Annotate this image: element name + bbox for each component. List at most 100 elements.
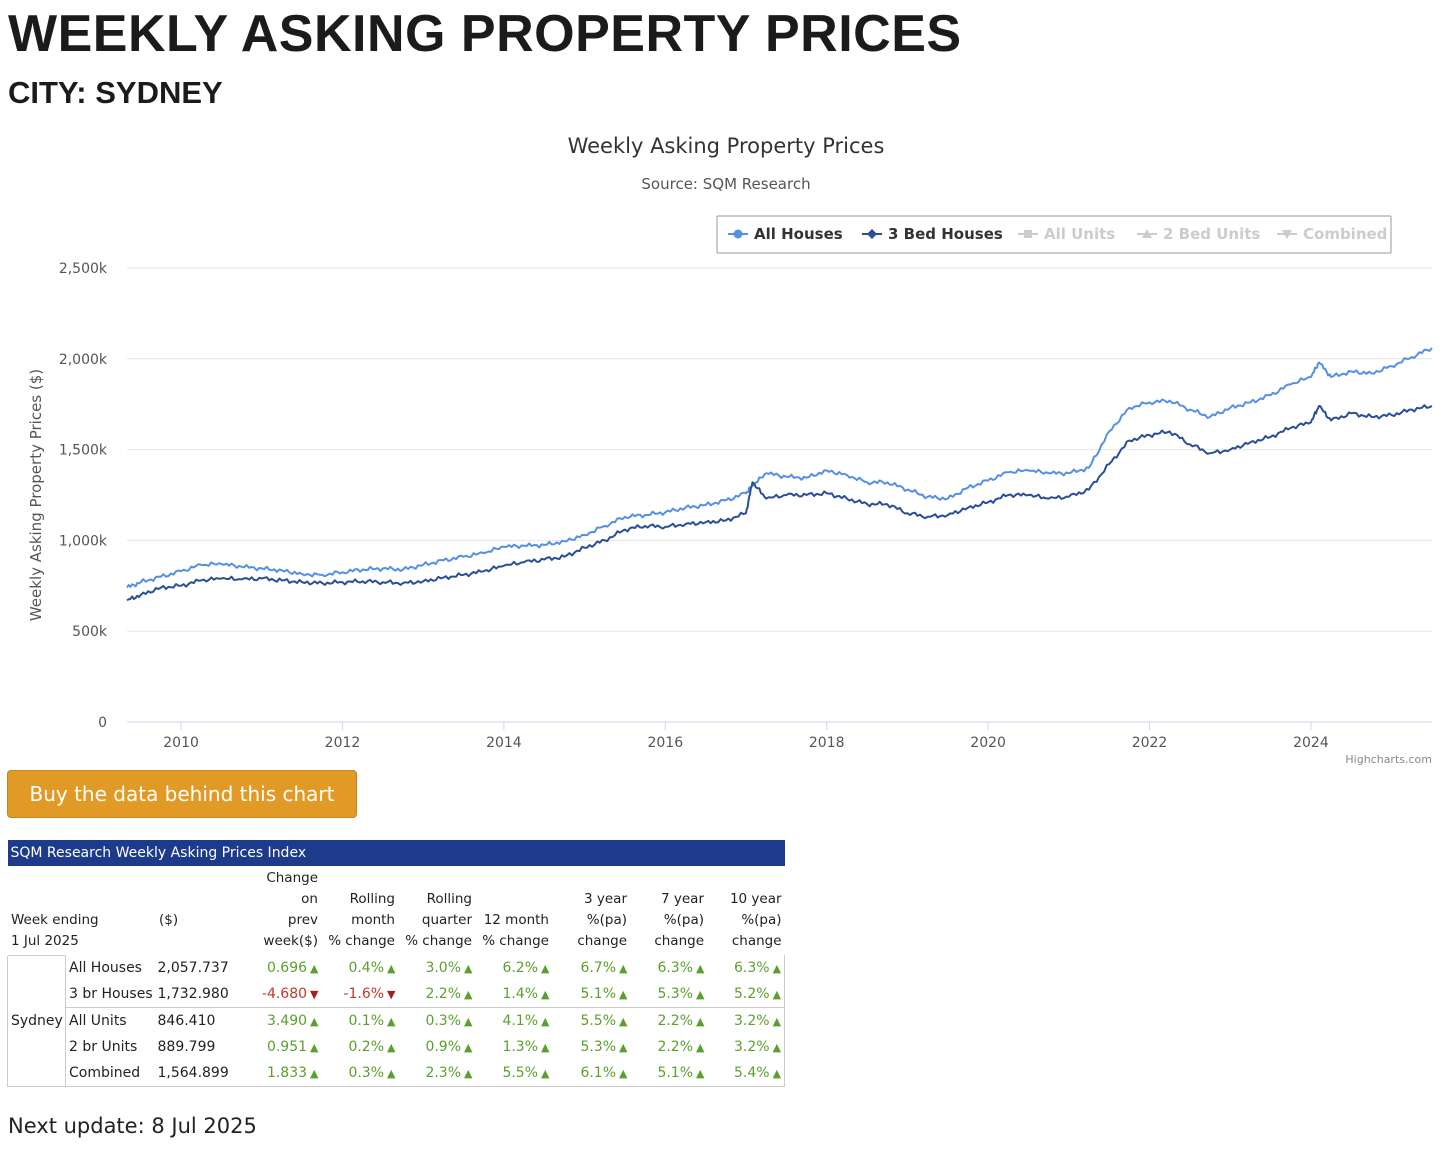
up-arrow-icon: ▲: [772, 988, 782, 1001]
change-cell: 6.1% ▲: [552, 1060, 631, 1087]
change-value: 3.2%: [734, 1039, 770, 1055]
y-tick-label: 500k: [72, 624, 108, 640]
up-arrow-icon: ▲: [310, 1015, 319, 1028]
y-tick-label: 2,000k: [59, 352, 108, 368]
x-tick-label: 2022: [1132, 735, 1168, 751]
up-arrow-icon: ▲: [541, 1041, 550, 1054]
change-value: 6.1%: [580, 1065, 617, 1081]
buy-data-button[interactable]: Buy the data behind this chart: [7, 770, 357, 818]
change-cell: 5.1% ▲: [553, 981, 631, 1008]
change-value: 5.5%: [502, 1065, 539, 1081]
change-value: 5.5%: [580, 1013, 617, 1029]
price-value: 1,732.980: [157, 986, 229, 1002]
up-arrow-icon: ▲: [387, 1015, 396, 1028]
change-cell: 5.3% ▲: [631, 981, 708, 1008]
series-3-bed-houses-line[interactable]: [126, 404, 1433, 602]
legend-item-2-bed-units[interactable]: 2 Bed Units: [1137, 225, 1260, 243]
price-value: 846.410: [154, 1007, 243, 1034]
up-arrow-icon: ▲: [541, 1015, 550, 1028]
up-arrow-icon: ▲: [619, 1041, 628, 1054]
up-arrow-icon: ▲: [619, 1015, 628, 1028]
property-type: 3 br Houses: [69, 986, 153, 1002]
change-value: 6.2%: [502, 960, 539, 976]
change-value: 5.4%: [734, 1065, 770, 1081]
property-type: 2 br Units: [69, 1039, 138, 1055]
legend-marker-icon: [1024, 230, 1032, 238]
table-row: Combined 1,564.899 1.833 ▲ 0.3% ▲ 2.3% ▲ 5.5% ▲ 6.…: [8, 1060, 786, 1087]
header-dollars: ($): [154, 866, 243, 955]
legend-label: Combined: [1303, 225, 1387, 243]
change-value: 2.2%: [425, 986, 462, 1002]
change-cell: 5.5% ▲: [475, 1060, 553, 1087]
change-cell: 2.2% ▲: [631, 1034, 708, 1060]
y-tick-label: 1,500k: [59, 443, 108, 459]
up-arrow-icon: ▲: [464, 988, 473, 1001]
change-cell: 0.1% ▲: [321, 1007, 399, 1034]
up-arrow-icon: ▲: [464, 1067, 473, 1080]
change-cell: 3.2% ▲: [707, 1034, 786, 1060]
header-rolling-quarter: Rolling quarter% change: [398, 866, 476, 955]
up-arrow-icon: ▲: [696, 1041, 705, 1054]
legend-item-all-houses[interactable]: All Houses: [728, 225, 843, 243]
change-cell: 4.1% ▲: [475, 1007, 553, 1034]
change-value: 0.4%: [348, 960, 385, 976]
up-arrow-icon: ▲: [310, 1041, 319, 1054]
change-value: 0.1%: [348, 1013, 385, 1029]
change-value: 3.2%: [734, 1013, 770, 1029]
property-type: All Units: [65, 1007, 155, 1034]
up-arrow-icon: ▲: [310, 962, 319, 975]
change-value: 4.1%: [502, 1013, 539, 1029]
change-value: 5.3%: [657, 986, 694, 1002]
change-cell: 0.3% ▲: [321, 1060, 399, 1087]
index-table-container: SQM Research Weekly Asking Prices Index …: [7, 840, 786, 1087]
chart-subtitle: Source: SQM Research: [641, 175, 810, 193]
change-cell: -4.680 ▼: [243, 981, 322, 1008]
up-arrow-icon: ▲: [696, 962, 705, 975]
change-cell: 0.696 ▲: [243, 955, 322, 981]
legend-item-combined[interactable]: Combined: [1277, 225, 1387, 243]
change-cell: 0.9% ▲: [399, 1034, 476, 1060]
change-cell: 0.3% ▲: [398, 1007, 476, 1034]
up-arrow-icon: ▲: [696, 1067, 705, 1080]
up-arrow-icon: ▲: [619, 962, 628, 975]
change-value: 2.2%: [657, 1039, 694, 1055]
legend-label: All Houses: [754, 225, 843, 243]
x-tick-label: 2024: [1293, 735, 1329, 751]
up-arrow-icon: ▲: [387, 1067, 396, 1080]
change-cell: 0.4% ▲: [322, 955, 399, 981]
up-arrow-icon: ▲: [772, 1015, 782, 1028]
x-tick-label: 2020: [970, 735, 1006, 751]
up-arrow-icon: ▲: [772, 962, 782, 975]
change-value: -4.680: [261, 986, 308, 1002]
x-tick-label: 2012: [325, 735, 361, 751]
highcharts-credit[interactable]: Highcharts.com: [1345, 753, 1432, 766]
y-axis-label: Weekly Asking Property Prices ($): [27, 369, 45, 621]
legend-item-3-bed-houses[interactable]: 3 Bed Houses: [862, 225, 1003, 243]
change-cell: -1.6% ▼: [322, 981, 399, 1008]
up-arrow-icon: ▲: [464, 1015, 473, 1028]
header-12-month: 12 month% change: [475, 866, 553, 955]
down-arrow-icon: ▼: [387, 988, 396, 1001]
up-arrow-icon: ▲: [541, 1067, 550, 1080]
change-value: 0.3%: [425, 1013, 462, 1029]
legend-marker-icon: [1282, 230, 1292, 239]
city-subtitle: CITY: SYDNEY: [8, 75, 223, 110]
table-row: Sydney All Houses 2,057.737 0.696 ▲ 0.4% ▲ 3.0%…: [7, 954, 786, 1087]
header-week-ending: Week ending 1 Jul 2025: [7, 866, 155, 955]
up-arrow-icon: ▲: [464, 1041, 473, 1054]
x-tick-label: 2010: [163, 735, 199, 751]
change-cell: 2.3% ▲: [398, 1060, 476, 1087]
change-cell: 0.2% ▲: [322, 1034, 399, 1060]
legend-marker-icon: [867, 229, 877, 239]
table-caption: SQM Research Weekly Asking Prices Index: [7, 840, 785, 866]
price-value: 2,057.737: [157, 960, 229, 976]
price-value: 1,564.899: [154, 1060, 243, 1087]
y-tick-label: 0: [98, 715, 107, 731]
legend-item-all-units[interactable]: All Units: [1018, 225, 1115, 243]
change-cell: 5.3% ▲: [553, 1034, 631, 1060]
series-all-houses-line[interactable]: [126, 347, 1433, 589]
page-title: WEEKLY ASKING PROPERTY PRICES: [8, 5, 962, 63]
change-cell: 1.833 ▲: [242, 1060, 322, 1087]
x-tick-label: 2014: [486, 735, 522, 751]
change-value: 6.7%: [580, 960, 617, 976]
